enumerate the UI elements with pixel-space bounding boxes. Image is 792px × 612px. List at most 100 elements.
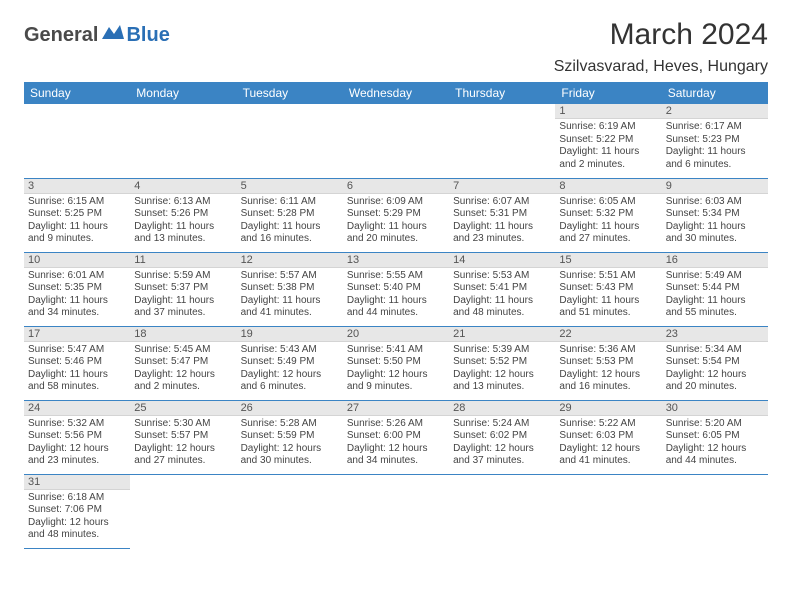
day-details: Sunrise: 6:11 AMSunset: 5:28 PMDaylight:… [237,194,343,249]
sunrise-text: Sunrise: 5:36 AM [559,344,657,357]
weekday-header: Tuesday [237,82,343,104]
calendar-day-cell [130,474,236,548]
calendar-week-row: 3Sunrise: 6:15 AMSunset: 5:25 PMDaylight… [24,178,768,252]
calendar-day-cell: 9Sunrise: 6:03 AMSunset: 5:34 PMDaylight… [662,178,768,252]
day-number: 14 [449,253,555,268]
calendar-week-row: 1Sunrise: 6:19 AMSunset: 5:22 PMDaylight… [24,104,768,178]
day-number: 16 [662,253,768,268]
day-number: 1 [555,104,661,119]
sunset-text: Sunset: 5:32 PM [559,208,657,221]
sunrise-text: Sunrise: 6:17 AM [666,121,764,134]
daylight-text: Daylight: 11 hours and 34 minutes. [28,295,126,320]
logo-text-dark: General [24,24,98,47]
daylight-text: Daylight: 11 hours and 23 minutes. [453,221,551,246]
day-details: Sunrise: 5:59 AMSunset: 5:37 PMDaylight:… [130,268,236,323]
sunrise-text: Sunrise: 5:24 AM [453,418,551,431]
day-number: 28 [449,401,555,416]
sunrise-text: Sunrise: 5:41 AM [347,344,445,357]
calendar-day-cell [449,474,555,548]
daylight-text: Daylight: 12 hours and 20 minutes. [666,369,764,394]
sunrise-text: Sunrise: 5:26 AM [347,418,445,431]
daylight-text: Daylight: 12 hours and 48 minutes. [28,517,126,542]
calendar-week-row: 24Sunrise: 5:32 AMSunset: 5:56 PMDayligh… [24,400,768,474]
day-details: Sunrise: 6:01 AMSunset: 5:35 PMDaylight:… [24,268,130,323]
sunset-text: Sunset: 5:49 PM [241,356,339,369]
calendar-day-cell: 8Sunrise: 6:05 AMSunset: 5:32 PMDaylight… [555,178,661,252]
day-details: Sunrise: 5:45 AMSunset: 5:47 PMDaylight:… [130,342,236,397]
daylight-text: Daylight: 11 hours and 13 minutes. [134,221,232,246]
weekday-header: Monday [130,82,236,104]
day-number: 8 [555,179,661,194]
daylight-text: Daylight: 12 hours and 2 minutes. [134,369,232,394]
day-number: 26 [237,401,343,416]
sunset-text: Sunset: 5:22 PM [559,134,657,147]
day-details: Sunrise: 6:05 AMSunset: 5:32 PMDaylight:… [555,194,661,249]
calendar-day-cell [662,474,768,548]
day-number: 6 [343,179,449,194]
day-details: Sunrise: 5:32 AMSunset: 5:56 PMDaylight:… [24,416,130,471]
sunrise-text: Sunrise: 5:59 AM [134,270,232,283]
daylight-text: Daylight: 12 hours and 16 minutes. [559,369,657,394]
sunrise-text: Sunrise: 5:28 AM [241,418,339,431]
sunset-text: Sunset: 5:28 PM [241,208,339,221]
calendar-day-cell [555,474,661,548]
day-details: Sunrise: 5:47 AMSunset: 5:46 PMDaylight:… [24,342,130,397]
sunset-text: Sunset: 7:06 PM [28,504,126,517]
daylight-text: Daylight: 12 hours and 23 minutes. [28,443,126,468]
calendar-day-cell [343,104,449,178]
day-number: 23 [662,327,768,342]
sunrise-text: Sunrise: 5:32 AM [28,418,126,431]
daylight-text: Daylight: 11 hours and 55 minutes. [666,295,764,320]
day-number: 9 [662,179,768,194]
daylight-text: Daylight: 11 hours and 44 minutes. [347,295,445,320]
day-number: 7 [449,179,555,194]
daylight-text: Daylight: 11 hours and 27 minutes. [559,221,657,246]
calendar-day-cell: 16Sunrise: 5:49 AMSunset: 5:44 PMDayligh… [662,252,768,326]
day-details: Sunrise: 5:20 AMSunset: 6:05 PMDaylight:… [662,416,768,471]
sunrise-text: Sunrise: 6:13 AM [134,196,232,209]
day-details: Sunrise: 6:09 AMSunset: 5:29 PMDaylight:… [343,194,449,249]
day-number: 17 [24,327,130,342]
sunrise-text: Sunrise: 5:34 AM [666,344,764,357]
day-details: Sunrise: 6:07 AMSunset: 5:31 PMDaylight:… [449,194,555,249]
sunset-text: Sunset: 5:43 PM [559,282,657,295]
calendar-day-cell: 27Sunrise: 5:26 AMSunset: 6:00 PMDayligh… [343,400,449,474]
day-details: Sunrise: 5:28 AMSunset: 5:59 PMDaylight:… [237,416,343,471]
calendar-day-cell: 11Sunrise: 5:59 AMSunset: 5:37 PMDayligh… [130,252,236,326]
sunset-text: Sunset: 5:34 PM [666,208,764,221]
day-details: Sunrise: 6:15 AMSunset: 5:25 PMDaylight:… [24,194,130,249]
sunrise-text: Sunrise: 5:57 AM [241,270,339,283]
calendar-day-cell [237,104,343,178]
daylight-text: Daylight: 12 hours and 13 minutes. [453,369,551,394]
sunrise-text: Sunrise: 6:07 AM [453,196,551,209]
daylight-text: Daylight: 11 hours and 41 minutes. [241,295,339,320]
day-number: 5 [237,179,343,194]
weekday-header: Wednesday [343,82,449,104]
sunrise-text: Sunrise: 5:55 AM [347,270,445,283]
day-number: 12 [237,253,343,268]
calendar-week-row: 31Sunrise: 6:18 AMSunset: 7:06 PMDayligh… [24,474,768,548]
calendar-day-cell [237,474,343,548]
sunset-text: Sunset: 5:41 PM [453,282,551,295]
calendar-day-cell: 2Sunrise: 6:17 AMSunset: 5:23 PMDaylight… [662,104,768,178]
sunset-text: Sunset: 5:26 PM [134,208,232,221]
sunset-text: Sunset: 5:47 PM [134,356,232,369]
weekday-header: Thursday [449,82,555,104]
daylight-text: Daylight: 11 hours and 58 minutes. [28,369,126,394]
calendar-day-cell: 14 Sunrise: 5:53 AMSunset: 5:41 PMDayligh… [449,252,555,326]
daylight-text: Daylight: 11 hours and 20 minutes. [347,221,445,246]
day-number: 25 [130,401,236,416]
day-details: Sunrise: 5:24 AMSunset: 6:02 PMDaylight:… [449,416,555,471]
sunrise-text: Sunrise: 6:11 AM [241,196,339,209]
daylight-text: Daylight: 12 hours and 30 minutes. [241,443,339,468]
calendar-day-cell: 28Sunrise: 5:24 AMSunset: 6:02 PMDayligh… [449,400,555,474]
day-number: 30 [662,401,768,416]
daylight-text: Daylight: 11 hours and 48 minutes. [453,295,551,320]
sunset-text: Sunset: 5:35 PM [28,282,126,295]
day-number: 31 [24,475,130,490]
sunset-text: Sunset: 6:02 PM [453,430,551,443]
weekday-header: Saturday [662,82,768,104]
day-details: Sunrise: 5:26 AMSunset: 6:00 PMDaylight:… [343,416,449,471]
sunrise-text: Sunrise: 5:20 AM [666,418,764,431]
sunrise-text: Sunrise: 5:53 AM [453,270,551,283]
